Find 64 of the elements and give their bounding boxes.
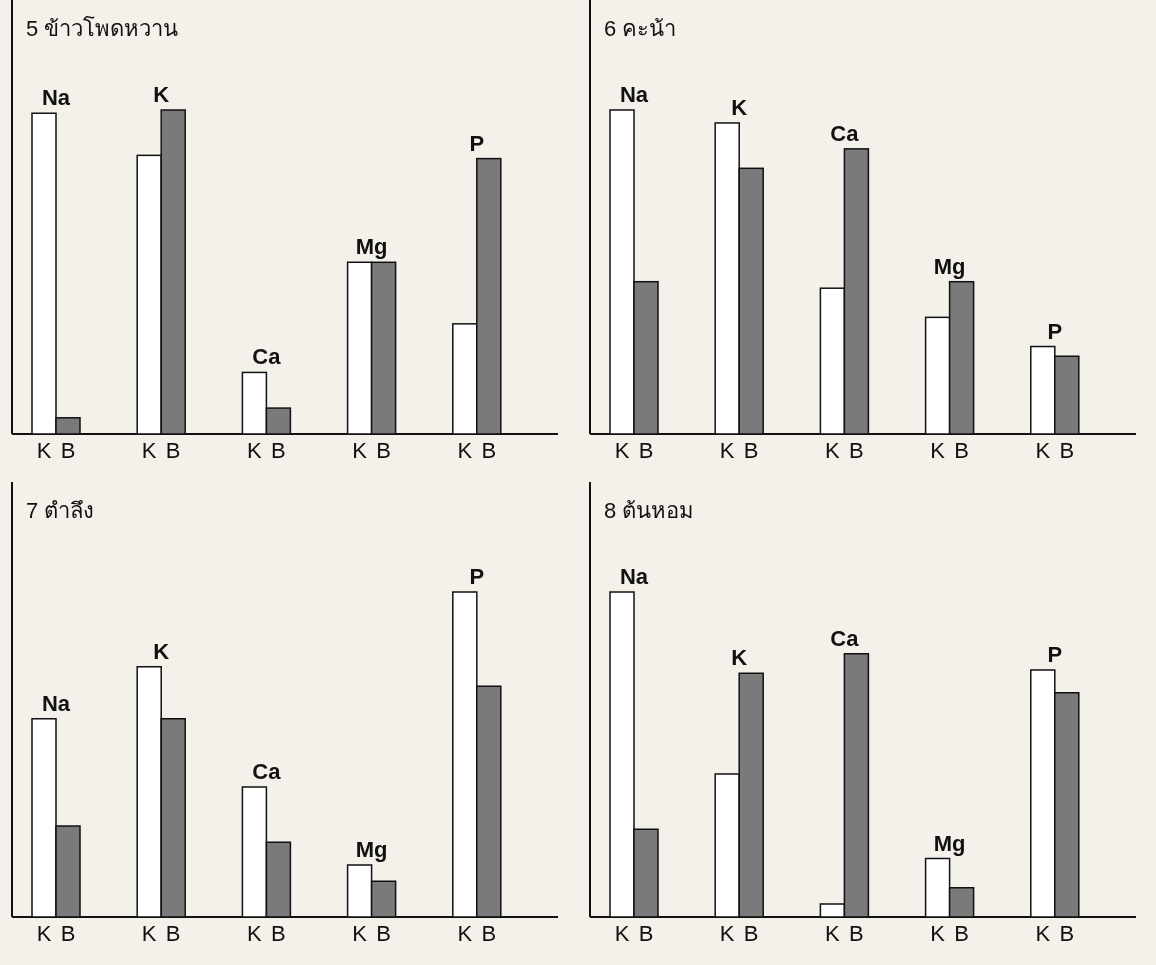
text: K <box>1035 921 1051 946</box>
x-tick-label: Na <box>41 85 71 111</box>
text: B <box>743 921 759 946</box>
x-tick-label: P <box>469 564 485 589</box>
text: B <box>376 921 391 946</box>
text: B <box>271 438 286 463</box>
x-tick-label: Mg <box>355 837 388 862</box>
chart-title: 8 ต้นหอม <box>604 498 695 523</box>
text: K <box>247 438 262 463</box>
text: B <box>954 438 969 463</box>
x-tick-label: Na <box>41 690 71 716</box>
x-tick-label: Ca <box>252 759 282 784</box>
text: B <box>481 921 497 946</box>
x-tick-label: K <box>153 82 170 107</box>
text: B <box>271 921 286 946</box>
series-label: B <box>60 921 76 946</box>
chart-title: 5 ข้าวโพดหวาน <box>26 16 179 41</box>
x-tick-label: K <box>731 94 748 120</box>
text: B <box>849 921 864 946</box>
x-tick-label: Mg <box>933 830 966 856</box>
x-tick-label: Ca <box>830 625 860 651</box>
series-label: K <box>614 438 630 463</box>
text: B <box>165 921 181 946</box>
text: K <box>457 921 473 946</box>
x-tick-label: Na <box>619 564 649 589</box>
text: B <box>849 438 864 463</box>
text: K <box>825 438 840 463</box>
text: B <box>165 438 181 463</box>
series-label: K <box>36 921 52 946</box>
chart-title: 6 คะน้า <box>604 16 677 41</box>
text: K <box>141 438 157 463</box>
text: K <box>930 921 945 946</box>
text: K <box>1035 438 1051 463</box>
text: B <box>1059 438 1075 463</box>
series-label: B <box>638 921 654 946</box>
x-tick-label: Mg <box>933 253 966 279</box>
x-tick-label: P <box>469 130 485 156</box>
text: B <box>481 438 497 463</box>
x-tick-label: Mg <box>355 234 388 260</box>
series-label: B <box>638 438 654 463</box>
text: K <box>457 438 473 463</box>
x-tick-label: Ca <box>830 120 860 146</box>
text: K <box>930 438 945 463</box>
x-tick-label: Ca <box>252 344 282 370</box>
text: K <box>719 921 735 946</box>
series-label: K <box>36 438 52 463</box>
text: K <box>247 921 262 946</box>
text: B <box>1059 921 1075 946</box>
x-tick-label: K <box>731 645 748 671</box>
text: K <box>352 921 367 946</box>
text: K <box>825 921 840 946</box>
x-tick-label: P <box>1047 318 1063 344</box>
text: K <box>719 438 735 463</box>
series-label: K <box>614 921 630 946</box>
text: B <box>743 438 759 463</box>
series-label: B <box>60 438 76 463</box>
text: B <box>376 438 391 463</box>
text: K <box>141 921 157 946</box>
x-tick-label: P <box>1047 642 1063 667</box>
text: B <box>954 921 969 946</box>
x-tick-label: Na <box>619 82 649 107</box>
chart-title: 7 ตำลึง <box>26 498 95 523</box>
text: K <box>352 438 367 463</box>
x-tick-label: K <box>153 638 170 664</box>
